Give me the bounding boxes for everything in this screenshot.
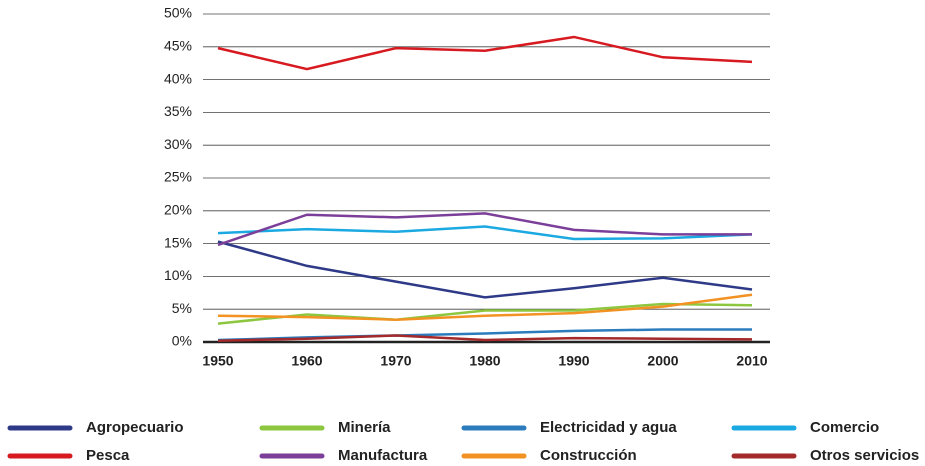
legend-label: Agropecuario [86,419,184,436]
x-tick-label: 1950 [202,353,233,369]
y-tick-label: 20% [164,202,192,218]
series-line [217,240,753,299]
series-line [217,293,753,321]
y-tick-label: 40% [164,70,192,86]
y-tick-label: 15% [164,234,192,250]
series-line [217,328,752,342]
series-line [217,35,753,71]
y-tick-label: 50% [164,5,192,21]
y-tick-label: 35% [164,103,192,119]
y-tick-label: 10% [164,267,192,283]
x-tick-label: 1970 [380,353,411,369]
legend-label: Pesca [86,447,130,464]
series-line [217,212,752,247]
series-line [217,225,753,241]
x-tick-label: 1960 [291,353,322,369]
y-tick-label: 25% [164,169,192,185]
x-tick-label: 2010 [736,353,767,369]
x-tick-label: 2000 [647,353,678,369]
series-line [217,334,753,342]
y-tick-label: 5% [172,300,192,316]
legend-label: Construcción [540,447,637,464]
y-tick-label: 0% [172,333,192,349]
legend-label: Electricidad y agua [540,419,677,436]
y-tick-label: 45% [164,38,192,54]
series-line [217,302,753,325]
legend-label: Otros servicios [810,447,919,464]
legend-label: Comercio [810,419,879,436]
x-tick-label: 1980 [469,353,500,369]
legend-label: Minería [338,419,391,436]
y-tick-label: 30% [164,136,192,152]
legend-label: Manufactura [338,447,428,464]
x-tick-label: 1990 [558,353,589,369]
